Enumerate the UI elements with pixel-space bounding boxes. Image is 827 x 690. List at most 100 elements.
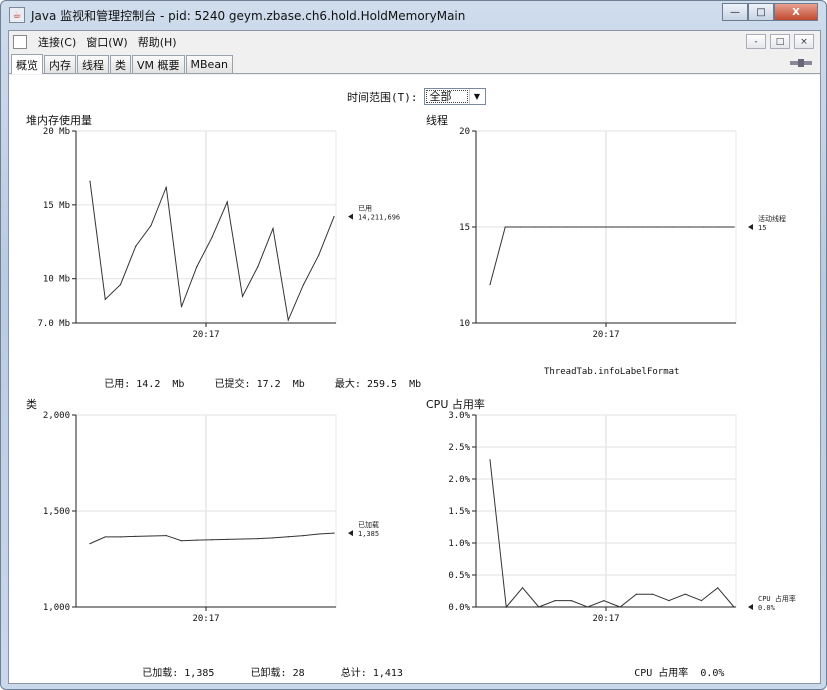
heap-value-marker xyxy=(348,213,353,220)
cpu-legend-name: CPU 占用率 xyxy=(758,594,796,603)
classes-data-point xyxy=(333,532,335,534)
tab-vm-summary[interactable]: VM 概要 xyxy=(132,55,185,73)
classes-data-point xyxy=(196,539,198,541)
cpu-value-marker xyxy=(748,604,753,610)
maximize-icon: □ xyxy=(756,6,766,18)
tab-threads[interactable]: 线程 xyxy=(77,55,109,73)
classes-legend-name: 已加载 xyxy=(358,520,379,529)
heap-usage-title: 堆内存使用量 xyxy=(26,114,92,127)
tab-classes[interactable]: 类 xyxy=(110,55,131,73)
heap-data-point xyxy=(333,216,335,218)
cpu-data-point xyxy=(554,600,556,602)
classes-legend-value: 1,385 xyxy=(358,530,379,538)
cpu-data-point xyxy=(570,600,572,602)
classes-data-point xyxy=(119,536,122,538)
cpu-data-point xyxy=(700,600,703,602)
heap-data-point xyxy=(318,254,320,256)
mdi-minimize-button[interactable]: - xyxy=(746,34,766,49)
mdi-restore-button[interactable]: □ xyxy=(770,34,790,49)
heap-data-point xyxy=(211,236,213,238)
heap-data-point xyxy=(287,319,289,321)
cpu-y-tick-label: 2.0% xyxy=(448,475,470,485)
cpu-footer-value: 0.0% xyxy=(700,668,725,679)
minimize-icon: — xyxy=(730,6,740,18)
classes-y-tick-label: 1,500 xyxy=(43,507,70,517)
cpu-footer: CPU 占用率 0.0% xyxy=(574,653,724,690)
classes-unloaded-label: 已卸载: xyxy=(250,668,287,679)
time-range-value: 全部 xyxy=(425,90,468,103)
classes-unloaded-value: 28 xyxy=(292,668,305,679)
menu-window[interactable]: 窗口(W) xyxy=(86,36,128,49)
classes-stats: 已加载: 1,385 已卸载: 28 总计: 1,413 xyxy=(82,653,403,690)
heap-y-tick-label: 15 Mb xyxy=(43,201,70,211)
classes-data-point xyxy=(165,534,167,537)
threads-data-point xyxy=(580,226,583,228)
maximize-button[interactable]: □ xyxy=(748,3,774,21)
threads-y-tick-label: 10 xyxy=(459,319,470,329)
threads-x-tick-label: 20:17 xyxy=(592,330,619,340)
threads-legend-name: 活动线程 xyxy=(758,214,786,223)
tab-mbean[interactable]: MBean xyxy=(185,55,234,73)
cpu-data-point xyxy=(538,606,540,608)
classes-panel: 类 2,000 1,500 1,000 20:17 已加载 1,385 已加载: 1,38… xyxy=(24,396,404,679)
tab-overview[interactable]: 概览 xyxy=(11,54,43,74)
time-range-label: 时间范围(T): xyxy=(347,90,418,104)
menu-connection[interactable]: 连接(C) xyxy=(38,36,77,49)
classes-y-tick-label: 2,000 xyxy=(43,411,70,421)
connection-plug-icon[interactable] xyxy=(790,58,812,68)
heap-stats: 已用: 14.2 Mb 已提交: 17.2 Mb 最大: 259.5 Mb xyxy=(44,364,421,401)
time-range-select[interactable]: 全部 ▼ xyxy=(423,88,486,105)
heap-committed-label: 已提交: xyxy=(214,379,251,390)
classes-x-tick-label: 20:17 xyxy=(192,614,219,624)
heap-data-point xyxy=(180,306,183,308)
cpu-usage-panel: CPU 占用率 3.0% 2.5% 2.0% 1.5% 1.0% 0.5% 0.0% 20:1… xyxy=(424,396,804,679)
tab-bar: 概览 内存 线程 类 VM 概要 MBean xyxy=(9,54,820,74)
mdi-close-button[interactable]: × xyxy=(794,34,814,49)
classes-loaded-label: 已加载: xyxy=(142,668,179,679)
classes-data-point xyxy=(211,539,213,541)
threads-data-point xyxy=(519,226,522,228)
heap-x-tick-label: 20:17 xyxy=(192,330,219,340)
classes-y-tick-label: 1,000 xyxy=(43,603,70,613)
cpu-data-point xyxy=(717,587,719,589)
document-icon[interactable] xyxy=(13,35,27,49)
heap-used-value: 14.2 Mb xyxy=(136,379,185,390)
classes-data-point xyxy=(226,538,228,541)
heap-data-point xyxy=(302,284,305,286)
cpu-y-tick-label: 1.0% xyxy=(448,539,470,549)
cpu-data-point xyxy=(684,593,686,595)
heap-max-label: 最大: xyxy=(334,379,361,390)
threads-data-point xyxy=(626,226,628,228)
threads-data-point xyxy=(733,226,735,228)
cpu-y-tick-label: 1.5% xyxy=(448,507,470,517)
title-bar[interactable]: ☕ Java 监视和管理控制台 - pid: 5240 geym.zbase.c… xyxy=(1,1,826,29)
heap-data-point xyxy=(119,284,122,286)
cpu-y-tick-label: 0.5% xyxy=(448,571,470,581)
close-button[interactable]: X xyxy=(774,3,818,21)
threads-footer: ThreadTab.infoLabelFormat xyxy=(544,367,680,377)
dropdown-arrow-icon[interactable]: ▼ xyxy=(468,89,485,104)
heap-data-point xyxy=(226,201,228,203)
cpu-data-point xyxy=(619,606,621,608)
menu-help[interactable]: 帮助(H) xyxy=(137,36,177,49)
cpu-series-line xyxy=(489,459,735,609)
overview-content: 时间范围(T): 全部 ▼ 堆内存使用量 20 Mb 15 Mb 10 Mb 7.0 … xyxy=(9,75,820,683)
classes-total-value: 1,413 xyxy=(372,668,403,679)
cpu-y-tick-label: 3.0% xyxy=(448,411,470,421)
minimize-button[interactable]: — xyxy=(722,3,748,21)
cpu-data-point xyxy=(635,593,637,595)
classes-data-point xyxy=(150,535,152,537)
heap-legend-value: 14,211,696 xyxy=(358,214,400,222)
cpu-data-point xyxy=(489,459,491,461)
cpu-data-point xyxy=(668,600,670,602)
tab-memory[interactable]: 内存 xyxy=(44,55,76,73)
heap-y-tick-label: 20 Mb xyxy=(43,127,70,137)
cpu-x-tick-label: 20:17 xyxy=(592,614,619,624)
heap-used-label: 已用: xyxy=(104,379,131,390)
cpu-data-point xyxy=(652,593,654,595)
classes-data-point xyxy=(257,538,259,540)
cpu-data-point xyxy=(505,606,507,608)
classes-data-point xyxy=(104,536,106,538)
heap-committed-value: 17.2 Mb xyxy=(256,379,305,390)
